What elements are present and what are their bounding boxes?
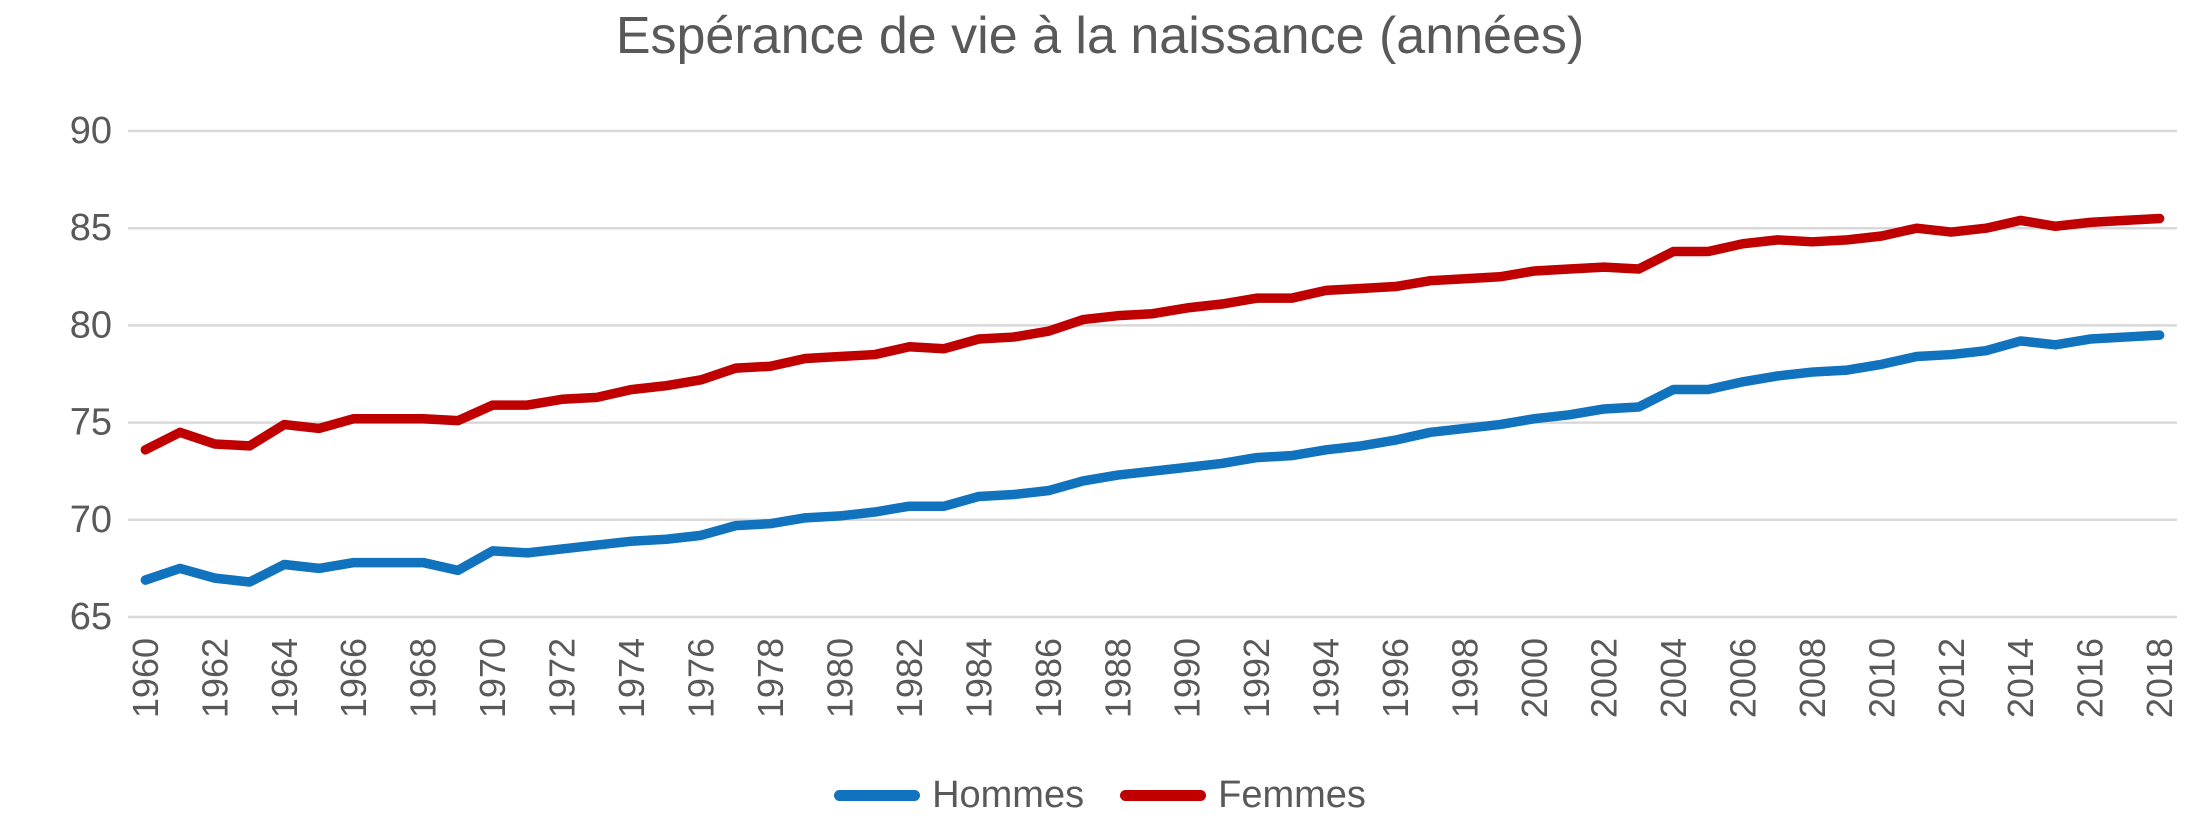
x-axis-labels: 1960 1962 1964 1966 1968 1970 1972 1974 1976 1978… [125,638,2180,718]
y-tick-label-65: 65 [70,596,112,638]
legend-swatch-hommes [834,789,921,801]
legend-swatch-femmes [1120,789,1207,801]
x-tick-label-1964: 1964 [264,638,305,718]
y-axis-labels: 65 70 75 80 85 90 [70,110,112,638]
x-tick-label-1998: 1998 [1445,638,1486,718]
x-tick-label-2004: 2004 [1653,638,1694,718]
x-tick-label-2000: 2000 [1514,638,1555,718]
x-tick-label-1978: 1978 [750,638,791,718]
x-tick-label-1996: 1996 [1375,638,1416,718]
y-tick-label-75: 75 [70,402,112,444]
y-tick-label-70: 70 [70,499,112,541]
x-tick-label-1984: 1984 [958,638,999,718]
legend-item-hommes: Hommes [834,776,1084,814]
x-tick-label-1992: 1992 [1236,638,1277,718]
x-tick-label-1974: 1974 [611,638,652,718]
x-tick-label-1980: 1980 [819,638,860,718]
x-tick-label-2016: 2016 [2070,638,2111,718]
x-tick-label-1970: 1970 [472,638,513,718]
x-tick-label-2010: 2010 [1861,638,1902,718]
legend-label: Hommes [932,774,1085,816]
y-tick-label-85: 85 [70,207,112,249]
x-tick-label-1960: 1960 [125,638,166,718]
x-tick-label-1966: 1966 [333,638,374,718]
legend: Hommes Femmes [0,776,2200,814]
series-lines [140,213,2165,587]
x-tick-label-1968: 1968 [403,638,444,718]
x-tick-label-2008: 2008 [1792,638,1833,718]
y-tick-label-90: 90 [70,110,112,152]
legend-item-femmes: Femmes [1120,776,1366,814]
gridlines [128,129,2177,619]
legend-label: Femmes [1218,774,1366,816]
x-tick-label-1986: 1986 [1028,638,1069,718]
x-tick-label-2018: 2018 [2139,638,2180,718]
chart-title: Espérance de vie à la naissance (années) [615,7,1585,65]
x-tick-label-1990: 1990 [1167,638,1208,718]
x-tick-label-2006: 2006 [1722,638,1763,718]
x-tick-label-1972: 1972 [542,638,583,718]
series-line-hommes [140,330,2165,587]
y-tick-label-80: 80 [70,304,112,346]
x-tick-label-1994: 1994 [1306,638,1347,718]
x-tick-label-1976: 1976 [681,638,722,718]
x-tick-label-2002: 2002 [1583,638,1624,718]
x-tick-label-1982: 1982 [889,638,930,718]
x-tick-label-2014: 2014 [2000,638,2041,718]
x-tick-label-1962: 1962 [194,638,235,718]
x-tick-label-1988: 1988 [1097,638,1138,718]
series-line-femmes [140,213,2165,455]
x-tick-label-2012: 2012 [1931,638,1972,718]
